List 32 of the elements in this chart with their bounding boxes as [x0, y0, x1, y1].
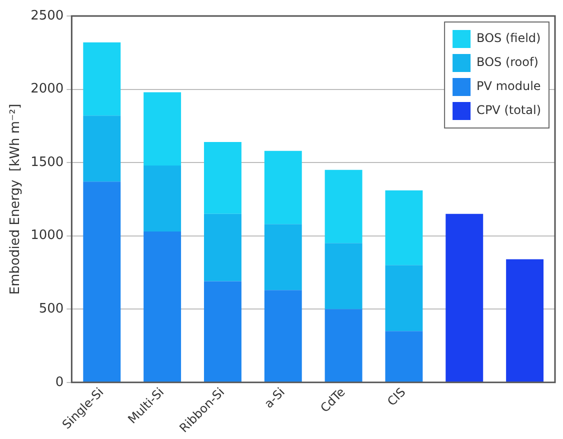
y-tick-label: 2500 [30, 8, 64, 24]
bar [204, 281, 242, 382]
bar [385, 265, 423, 332]
bar [204, 142, 242, 214]
y-tick-label: 1000 [30, 228, 64, 244]
bar [264, 150, 302, 224]
y-tick-label: 2000 [30, 82, 64, 97]
bar [385, 331, 423, 382]
legend-label: BOS (field) [476, 31, 541, 46]
bar [385, 190, 423, 266]
x-tick-label: CIS [384, 384, 408, 409]
bar [324, 170, 362, 244]
y-axis-title: Embodied Energy [kWh m⁻²] [8, 104, 24, 295]
bar [144, 166, 182, 232]
legend-label: BOS (roof) [476, 55, 538, 70]
legend-label: PV module [476, 79, 541, 94]
bar [83, 42, 121, 116]
y-tick-label: 500 [38, 302, 64, 317]
bar [324, 243, 362, 310]
bar [324, 309, 362, 382]
legend-label: CPV (total) [476, 103, 542, 118]
bar [446, 214, 484, 382]
bar [144, 231, 182, 382]
y-tick-label: 1500 [30, 154, 64, 170]
bar [264, 290, 302, 382]
bar [83, 182, 121, 382]
bar [204, 214, 242, 282]
bar [264, 224, 302, 290]
y-tick-label: 0 [55, 374, 64, 390]
bar [83, 116, 121, 182]
bar [144, 92, 182, 166]
bar [506, 259, 544, 382]
